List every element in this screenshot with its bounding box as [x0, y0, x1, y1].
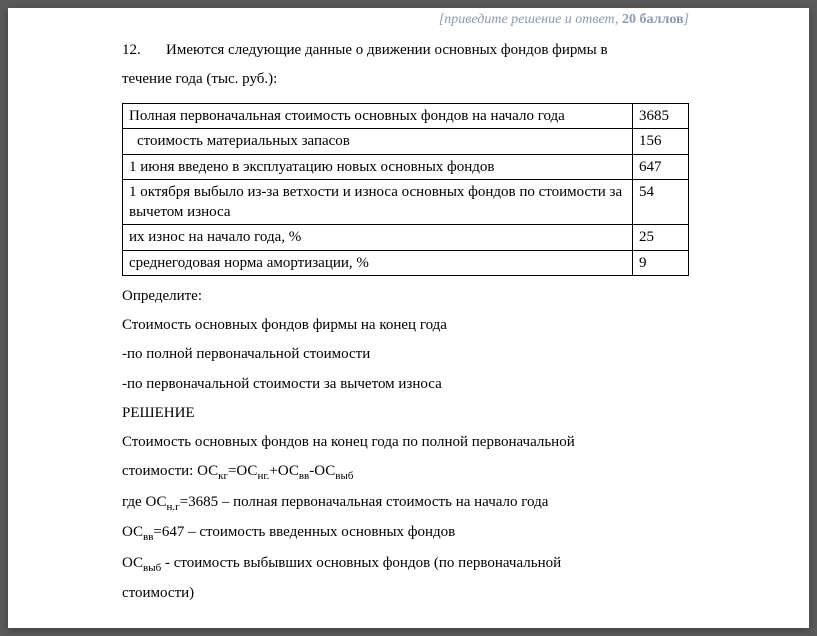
- table-body: Полная первоначальная стоимость основных…: [123, 104, 689, 276]
- p5: РЕШЕНИЕ: [122, 399, 689, 428]
- table-row: 1 июня введено в эксплуатацию новых осно…: [123, 154, 689, 179]
- intro-line2: течение года (тыс. руб.):: [122, 71, 277, 87]
- table-value-cell: 3685: [633, 104, 689, 129]
- table-label-cell: 1 октября выбыло из-за ветхости и износа…: [123, 179, 633, 225]
- table-value-cell: 9: [633, 250, 689, 275]
- table-label-cell: Полная первоначальная стоимость основных…: [123, 104, 633, 129]
- p7-prefix: стоимости: ОС: [122, 463, 218, 479]
- table-row: их износ на начало года, %25: [123, 225, 689, 250]
- p8-prefix: где ОС: [122, 494, 166, 510]
- p4: -по первоначальной стоимости за вычетом …: [122, 370, 689, 399]
- p9: ОСвв=647 – стоимость введенных основных …: [122, 518, 689, 548]
- p8-rest: =3685 – полная первоначальная стоимость …: [180, 494, 549, 510]
- table-value-cell: 25: [633, 225, 689, 250]
- p6: Стоимость основных фондов на конец года …: [122, 428, 689, 457]
- p7-formula: стоимости: ОСкг=ОСнг.+ОСвв-ОСвыб: [122, 457, 689, 487]
- table-row: Полная первоначальная стоимость основных…: [123, 104, 689, 129]
- p2: Стоимость основных фондов фирмы на конец…: [122, 311, 689, 340]
- p10-rest: - стоимость выбывших основных фондов (по…: [161, 555, 561, 571]
- p7-eq1: =ОС: [228, 463, 257, 479]
- p9-prefix: ОС: [122, 524, 143, 540]
- table-label-cell: среднегодовая норма амортизации, %: [123, 250, 633, 275]
- p9-sub: вв: [143, 531, 153, 543]
- p10-prefix: ОС: [122, 555, 143, 571]
- data-table: Полная первоначальная стоимость основных…: [122, 103, 689, 276]
- p8: где ОСн.г=3685 – полная первоначальная с…: [122, 488, 689, 518]
- p10: ОСвыб - стоимость выбывших основных фонд…: [122, 549, 689, 579]
- header-note: [приведите решение и ответ, 20 баллов]: [122, 12, 689, 28]
- p7-sub3: вв: [299, 470, 309, 482]
- table-row: среднегодовая норма амортизации, %9: [123, 250, 689, 275]
- table-row: 1 октября выбыло из-за ветхости и износа…: [123, 179, 689, 225]
- table-label-cell: 1 июня введено в эксплуатацию новых осно…: [123, 154, 633, 179]
- p7-sub4: выб: [335, 470, 353, 482]
- intro-line1: Имеются следующие данные о движении осно…: [166, 42, 608, 58]
- p7-eq3: -ОС: [309, 463, 335, 479]
- table-label-cell: стоимость материальных запасов: [123, 129, 633, 154]
- intro-paragraph: 12.Имеются следующие данные о движении о…: [122, 36, 689, 93]
- note-bold: 20 баллов: [622, 12, 684, 27]
- p1: Определите:: [122, 282, 689, 311]
- p8-sub: н.г: [166, 501, 179, 513]
- table-label-cell: их износ на начало года, %: [123, 225, 633, 250]
- problem-number: 12.: [122, 36, 166, 65]
- note-italic: [приведите решение и ответ,: [439, 12, 622, 27]
- document-page: [приведите решение и ответ, 20 баллов] 1…: [8, 8, 809, 628]
- note-close: ]: [684, 12, 689, 27]
- p3: -по полной первоначальной стоимости: [122, 340, 689, 369]
- p11: стоимости): [122, 579, 689, 608]
- p7-sub2: нг.: [257, 470, 269, 482]
- p7-eq2: +ОС: [269, 463, 298, 479]
- table-value-cell: 647: [633, 154, 689, 179]
- table-row: стоимость материальных запасов156: [123, 129, 689, 154]
- table-value-cell: 54: [633, 179, 689, 225]
- p10-sub: выб: [143, 562, 161, 574]
- p9-rest: =647 – стоимость введенных основных фонд…: [153, 524, 455, 540]
- table-value-cell: 156: [633, 129, 689, 154]
- p7-sub1: кг: [218, 470, 228, 482]
